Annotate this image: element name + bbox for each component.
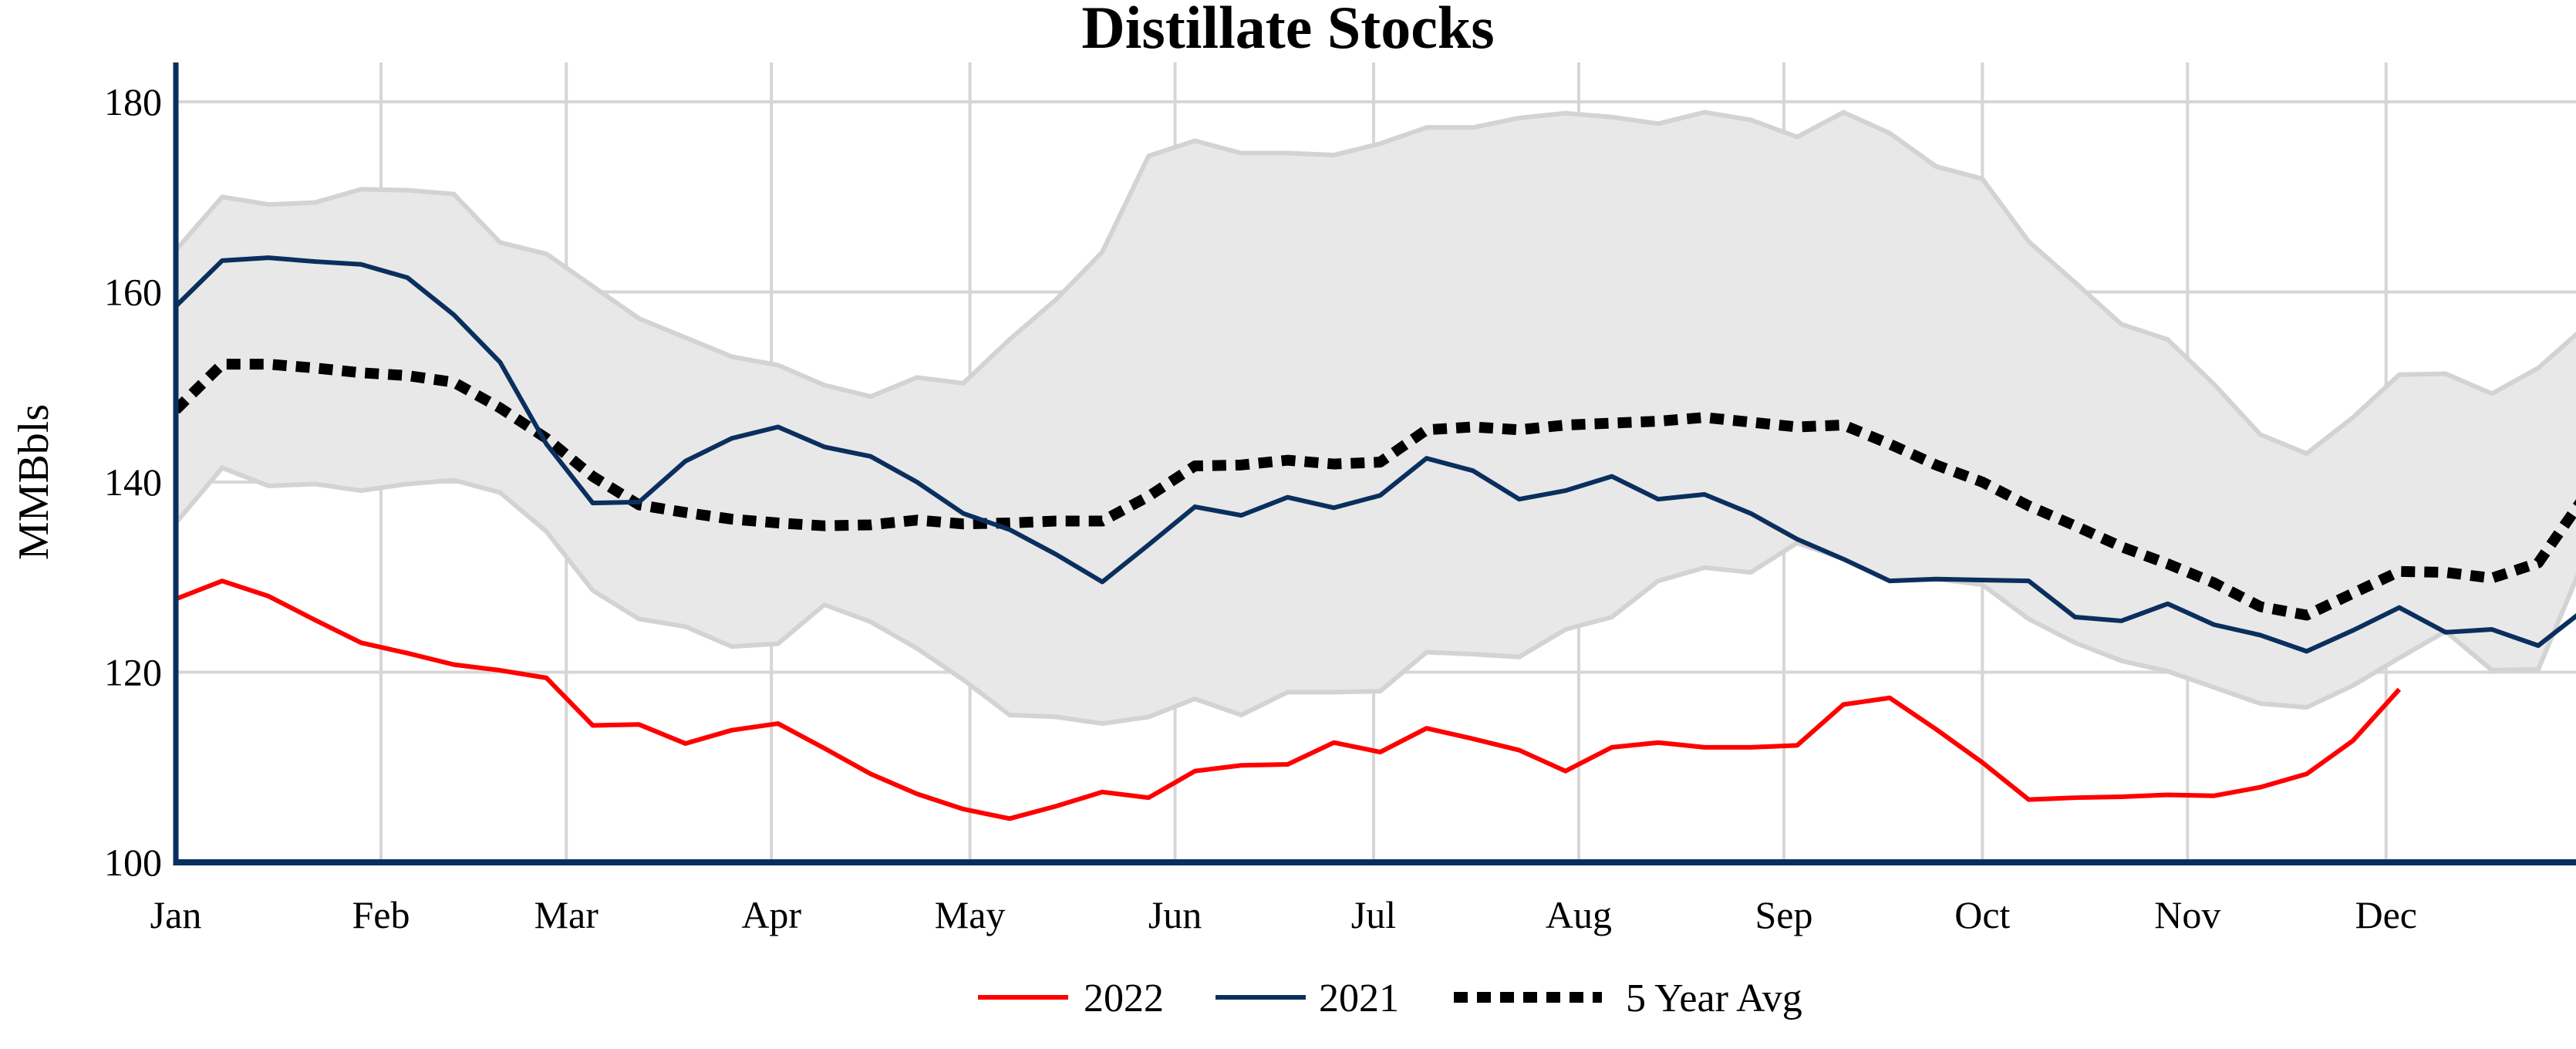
legend-label-2021: 2021 (1319, 976, 1399, 1020)
y-tick-label: 120 (104, 651, 162, 694)
y-tick-label: 140 (104, 460, 162, 504)
y-tick-label: 180 (104, 80, 162, 123)
five-year-range-band (176, 110, 2576, 727)
x-tick-label: Aug (1546, 893, 1612, 936)
y-tick-label: 160 (104, 271, 162, 314)
range-lower-line (176, 464, 2576, 727)
x-tick-label: Dec (2355, 893, 2417, 936)
axes (173, 62, 2576, 865)
x-tick-label: Jun (1148, 893, 1202, 936)
series-line-5-year-avg (176, 359, 2576, 621)
x-tick-label: Jan (150, 893, 202, 936)
x-tick-labels: Jan Feb Mar Apr May Jun Jul Aug Sep Oct Nov Dec (150, 893, 2417, 936)
x-tick-label: Feb (352, 893, 410, 936)
range-upper-line (176, 110, 2576, 457)
legend: 2022 2021 5 Year Avg (978, 976, 1802, 1020)
y-tick-labels: 100 120 140 160 180 (104, 80, 162, 884)
series-line-2022 (176, 578, 2402, 821)
x-tick-label: Apr (741, 893, 801, 936)
legend-label-5-year-avg: 5 Year Avg (1626, 976, 1802, 1020)
x-tick-label: Jul (1351, 893, 1396, 936)
chart-title: Distillate Stocks (1081, 0, 1494, 61)
x-tick-label: Oct (1954, 893, 2010, 936)
y-axis-label: MMBbls (10, 404, 58, 560)
series-lines (176, 255, 2576, 821)
x-tick-label: Mar (534, 893, 599, 936)
x-tick-label: May (935, 893, 1006, 936)
x-tick-label: Sep (1755, 893, 1812, 936)
range-band-fill (176, 112, 2576, 724)
x-tick-label: Nov (2154, 893, 2220, 936)
y-tick-label: 100 (104, 841, 162, 884)
series-line-2021 (176, 255, 2576, 654)
legend-label-2022: 2022 (1084, 976, 1164, 1020)
